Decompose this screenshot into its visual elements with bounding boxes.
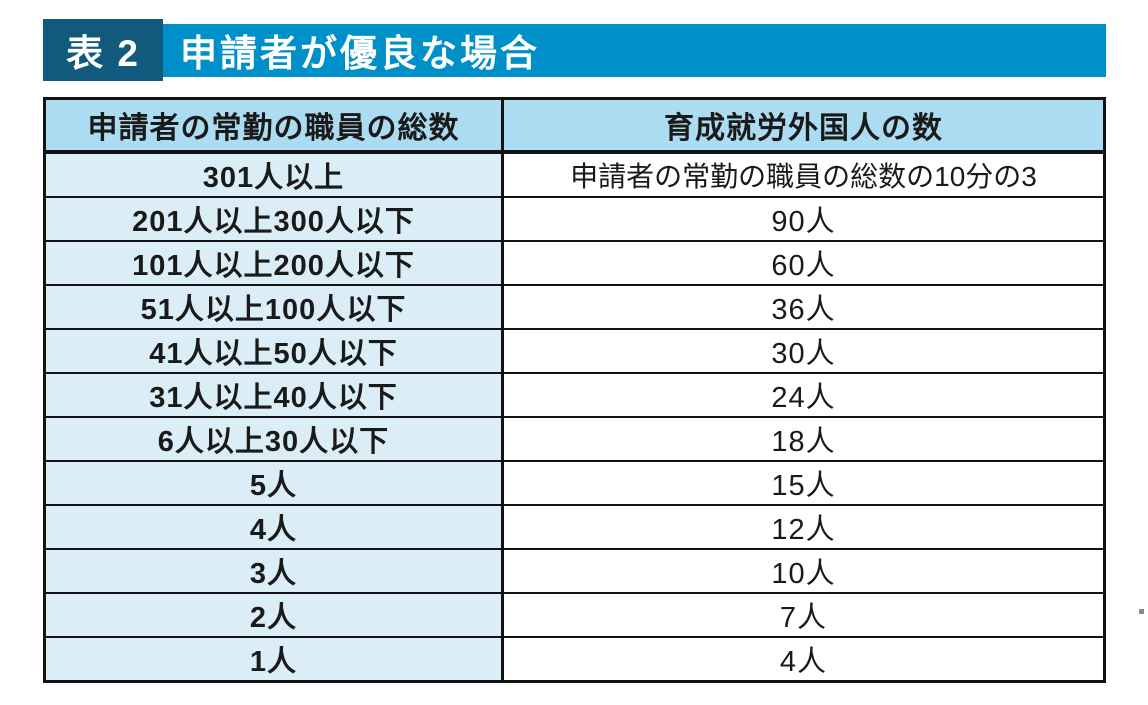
worker-count-cell: 18人 (501, 415, 1106, 462)
table-row: 4人 12人 (43, 503, 1106, 550)
table-row: 31人以上40人以下 24人 (43, 371, 1106, 418)
table-row: 51人以上100人以下 36人 (43, 283, 1106, 330)
staff-range-cell: 1人 (43, 635, 504, 682)
worker-count-cell: 申請者の常勤の職員の総数の10分の3 (501, 150, 1106, 198)
table-row: 2人 7人 (43, 591, 1106, 638)
staff-range-cell: 4人 (43, 503, 504, 550)
worker-count-cell: 7人 (501, 591, 1106, 638)
staff-range-cell: 2人 (43, 591, 504, 638)
header-staff-total: 申請者の常勤の職員の総数 (43, 97, 504, 154)
worker-count-cell: 12人 (501, 503, 1106, 550)
staff-range-cell: 101人以上200人以下 (43, 239, 504, 286)
header-foreign-worker-count: 育成就労外国人の数 (501, 97, 1106, 154)
staff-range-cell: 201人以上300人以下 (43, 195, 504, 242)
worker-count-cell: 15人 (501, 459, 1106, 506)
table-row: 1人 4人 (43, 635, 1106, 682)
staff-range-cell: 3人 (43, 547, 504, 594)
table-row: 201人以上300人以下 90人 (43, 195, 1106, 242)
staff-range-cell: 6人以上30人以下 (43, 415, 504, 462)
table-caption-title: 申請者が優良な場合 (163, 23, 1106, 77)
worker-count-cell: 30人 (501, 327, 1106, 374)
worker-count-cell: 10人 (501, 547, 1106, 594)
worker-count-cell: 36人 (501, 283, 1106, 330)
worker-count-cell: 90人 (501, 195, 1106, 242)
staff-range-cell: 5人 (43, 459, 504, 506)
worker-count-cell: 4人 (501, 635, 1106, 682)
table-row: 301人以上 申請者の常勤の職員の総数の10分の3 (43, 150, 1106, 198)
scan-artifact-dot (1139, 609, 1144, 614)
staff-range-cell: 301人以上 (43, 150, 504, 198)
table-header: 申請者の常勤の職員の総数 育成就労外国人の数 (43, 97, 1106, 154)
table-row: 6人以上30人以下 18人 (43, 415, 1106, 462)
table-row: 41人以上50人以下 30人 (43, 327, 1106, 374)
table-caption: 表 2 申請者が優良な場合 (43, 19, 1106, 81)
table-row: 5人 15人 (43, 459, 1106, 506)
worker-count-cell: 60人 (501, 239, 1106, 286)
document-page: 表 2 申請者が優良な場合 申請者の常勤の職員の総数 育成就労外国人の数 301… (43, 19, 1106, 683)
staff-range-cell: 51人以上100人以下 (43, 283, 504, 330)
table-number-tag: 表 2 (43, 19, 163, 81)
worker-count-cell: 24人 (501, 371, 1106, 418)
table-row: 3人 10人 (43, 547, 1106, 594)
staff-range-cell: 41人以上50人以下 (43, 327, 504, 374)
header-row: 申請者の常勤の職員の総数 育成就労外国人の数 (43, 97, 1106, 154)
table-body: 301人以上 申請者の常勤の職員の総数の10分の3 201人以上300人以下 90人 1… (43, 150, 1106, 682)
good-applicant-quota-table: 申請者の常勤の職員の総数 育成就労外国人の数 301人以上 申請者の常勤の職員の総… (43, 97, 1106, 683)
table-row: 101人以上200人以下 60人 (43, 239, 1106, 286)
staff-range-cell: 31人以上40人以下 (43, 371, 504, 418)
